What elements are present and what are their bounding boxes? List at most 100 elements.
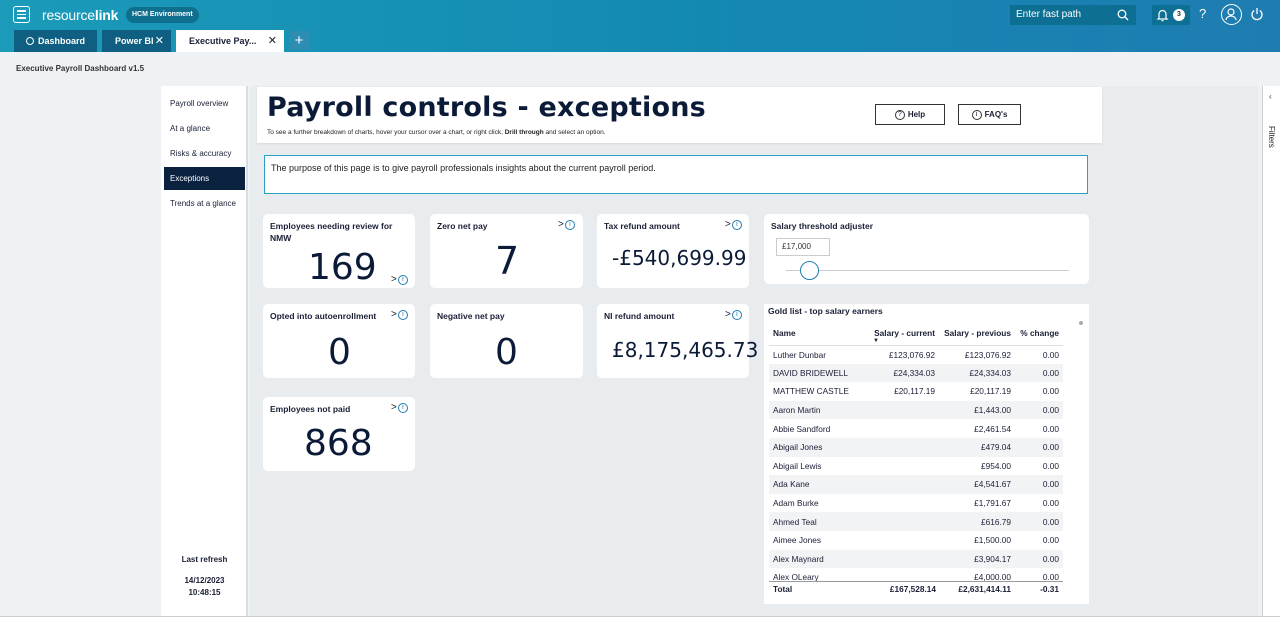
table-row[interactable]: Aaron Martin £1,443.00 0.00 (769, 400, 1063, 420)
nav-item-risks-accuracy[interactable]: Risks & accuracy (170, 149, 232, 158)
faq-button[interactable]: i FAQ's (958, 104, 1021, 125)
cell-salary-previous: £24,334.03 (939, 363, 1015, 383)
table-row[interactable]: Adam Burke £1,791.67 0.00 (769, 494, 1063, 513)
cell-name: Abigail Jones (769, 437, 869, 457)
column-header-name[interactable]: Name (769, 321, 869, 346)
scrollbar-indicator[interactable] (1079, 321, 1083, 325)
table-row[interactable]: Ada Kane £4,541.67 0.00 (769, 475, 1063, 494)
nav-item-payroll-overview[interactable]: Payroll overview (170, 99, 229, 108)
power-logout-icon[interactable] (1250, 7, 1264, 21)
user-avatar-icon[interactable] (1221, 4, 1242, 25)
kpi-value: 0 (495, 332, 518, 373)
fast-path-input[interactable]: Enter fast path (1010, 5, 1136, 25)
kpi-card-negative-net-pay[interactable]: Negative net pay 0 (430, 304, 583, 378)
cell-percent-change: 0.00 (1042, 423, 1059, 434)
cell-name: Abbie Sandford (773, 423, 831, 434)
close-tab-icon[interactable]: ✕ (154, 35, 164, 47)
kpi-card-tax-refund[interactable]: Tax refund amount -£540,699.99 > i (597, 214, 749, 288)
filters-pane[interactable]: ‹ Filters (1262, 86, 1280, 616)
table-row[interactable]: Abbie Sandford £2,461.54 0.00 (769, 419, 1063, 438)
search-icon[interactable] (1117, 9, 1129, 21)
nav-item-exceptions[interactable]: Exceptions (164, 167, 245, 190)
notifications-button[interactable]: 3 (1152, 5, 1190, 25)
help-question-icon[interactable]: ? (1199, 6, 1207, 21)
cell-name: Aimee Jones (773, 535, 821, 546)
column-header-salary-previous[interactable]: Salary - previous (939, 321, 1015, 346)
collapse-chevron-icon[interactable]: ‹ (1269, 92, 1272, 101)
column-header-percent-change[interactable]: % change (1015, 321, 1063, 346)
table-row[interactable]: Aimee Jones £1,500.00 0.00 (769, 531, 1063, 550)
tab-dashboard[interactable]: Dashboard (14, 30, 97, 52)
info-icon: i (731, 309, 742, 320)
drill-through-icon[interactable]: > i (725, 219, 742, 230)
cell-percent-change: 0.00 (1042, 572, 1059, 583)
kpi-value: 169 (308, 247, 377, 288)
kpi-card-employees-not-paid[interactable]: Employees not paid 868 > i (263, 397, 415, 471)
cell-percent-change: 0.00 (1015, 400, 1063, 420)
nav-item-at-a-glance[interactable]: At a glance (170, 124, 211, 133)
cell-name: Ada Kane (769, 475, 869, 494)
cell-salary-current: £123,076.92 (888, 349, 935, 360)
close-tab-icon[interactable]: ✕ (267, 35, 277, 47)
cell-salary-previous: £20,117.19 (970, 386, 1011, 397)
drill-through-icon[interactable]: > i (725, 309, 742, 320)
sort-desc-icon: ▼ (873, 337, 879, 344)
filters-label: Filters (1267, 126, 1276, 148)
info-icon: i (397, 309, 408, 320)
tab-power-bi[interactable]: Power BI ✕ (102, 30, 171, 52)
home-icon (26, 37, 34, 45)
drill-through-icon[interactable]: > i (391, 402, 408, 413)
cell-percent-change: 0.00 (1042, 349, 1059, 360)
drill-through-icon[interactable]: > i (391, 309, 408, 320)
add-tab-button[interactable]: + (289, 31, 309, 50)
report-title: Executive Payroll Dashboard v1.5 (16, 64, 145, 73)
app-logo[interactable]: resourcelink (42, 7, 119, 23)
total-percent-change: -0.31 (1040, 584, 1059, 594)
cell-name: Aaron Martin (769, 400, 869, 420)
app-header: resourcelink HCM Environment Enter fast … (0, 0, 1280, 30)
salary-threshold-input[interactable]: £17,000 (776, 238, 830, 256)
table-row[interactable]: Abigail Jones £479.04 0.00 (769, 437, 1063, 457)
tab-executive-payroll[interactable]: Executive Pay... ✕ (176, 30, 284, 52)
cell-salary-previous: £2,461.54 (974, 423, 1011, 434)
cell-salary-current: £24,334.03 (869, 363, 939, 383)
drill-through-icon[interactable]: > i (391, 274, 408, 285)
table-row[interactable]: Alex OLeary £4,000.00 0.00 (769, 568, 1063, 587)
slider-handle[interactable] (800, 261, 819, 280)
last-refresh-date: 14/12/2023 (184, 576, 225, 585)
column-header-salary-current[interactable]: Salary - current ▼ (869, 321, 939, 346)
bell-icon (1156, 9, 1169, 22)
table-row[interactable]: MATTHEW CASTLE £20,117.19 £20,117.19 0.00 (769, 382, 1063, 401)
table-row[interactable]: DAVID BRIDEWELL £24,334.03 £24,334.03 0.00 (769, 363, 1063, 383)
table-row[interactable]: Abigail Lewis £954.00 0.00 (769, 457, 1063, 476)
table-row[interactable]: Ahmed Teal £616.79 0.00 (769, 512, 1063, 531)
cell-salary-previous: £1,791.67 (974, 498, 1011, 509)
hamburger-menu-icon[interactable] (13, 6, 30, 23)
cell-salary-previous: £1,500.00 (974, 535, 1011, 546)
nav-item-trends-at-a-glance[interactable]: Trends at a glance (170, 199, 236, 208)
drill-through-icon[interactable]: > i (558, 219, 575, 230)
table-row[interactable]: Alex Maynard £3,904.17 0.00 (769, 549, 1063, 569)
gold-list-total-row: Total £167,528.14 £2,631,414.11 -0.31 (769, 581, 1063, 595)
cell-percent-change: 0.00 (1042, 460, 1059, 471)
cell-salary-previous: £4,000.00 (974, 572, 1011, 583)
page-navigation: Payroll overview At a glance Risks & acc… (161, 86, 248, 616)
cell-salary-current (869, 475, 939, 494)
purpose-textbox: The purpose of this page is to give payr… (264, 155, 1088, 194)
kpi-card-zero-net-pay[interactable]: Zero net pay 7 > i (430, 214, 583, 288)
help-button[interactable]: ? Help (875, 104, 945, 125)
cell-salary-current (869, 437, 939, 457)
table-row[interactable]: Luther Dunbar £123,076.92 £123,076.92 0.00 (769, 345, 1063, 364)
cell-salary-previous: £954.00 (981, 460, 1011, 471)
kpi-card-ni-refund[interactable]: NI refund amount £8,175,465.73 > i (597, 304, 758, 378)
kpi-card-autoenrollment[interactable]: Opted into autoenrollment 0 > i (263, 304, 415, 378)
cell-name: Luther Dunbar (773, 349, 827, 360)
gold-list-table: Name Salary - current ▼ Salary - previous… (769, 321, 1063, 587)
kpi-value: 868 (304, 423, 373, 464)
slider-track[interactable] (786, 270, 1069, 271)
tab-power-bi-label: Power BI (115, 36, 154, 46)
cell-salary-current (869, 419, 939, 438)
info-icon: i (564, 219, 575, 230)
kpi-card-nmw[interactable]: Employees needing review for NMW 169 > i (263, 214, 415, 288)
last-refresh-time: 10:48:15 (188, 588, 221, 597)
